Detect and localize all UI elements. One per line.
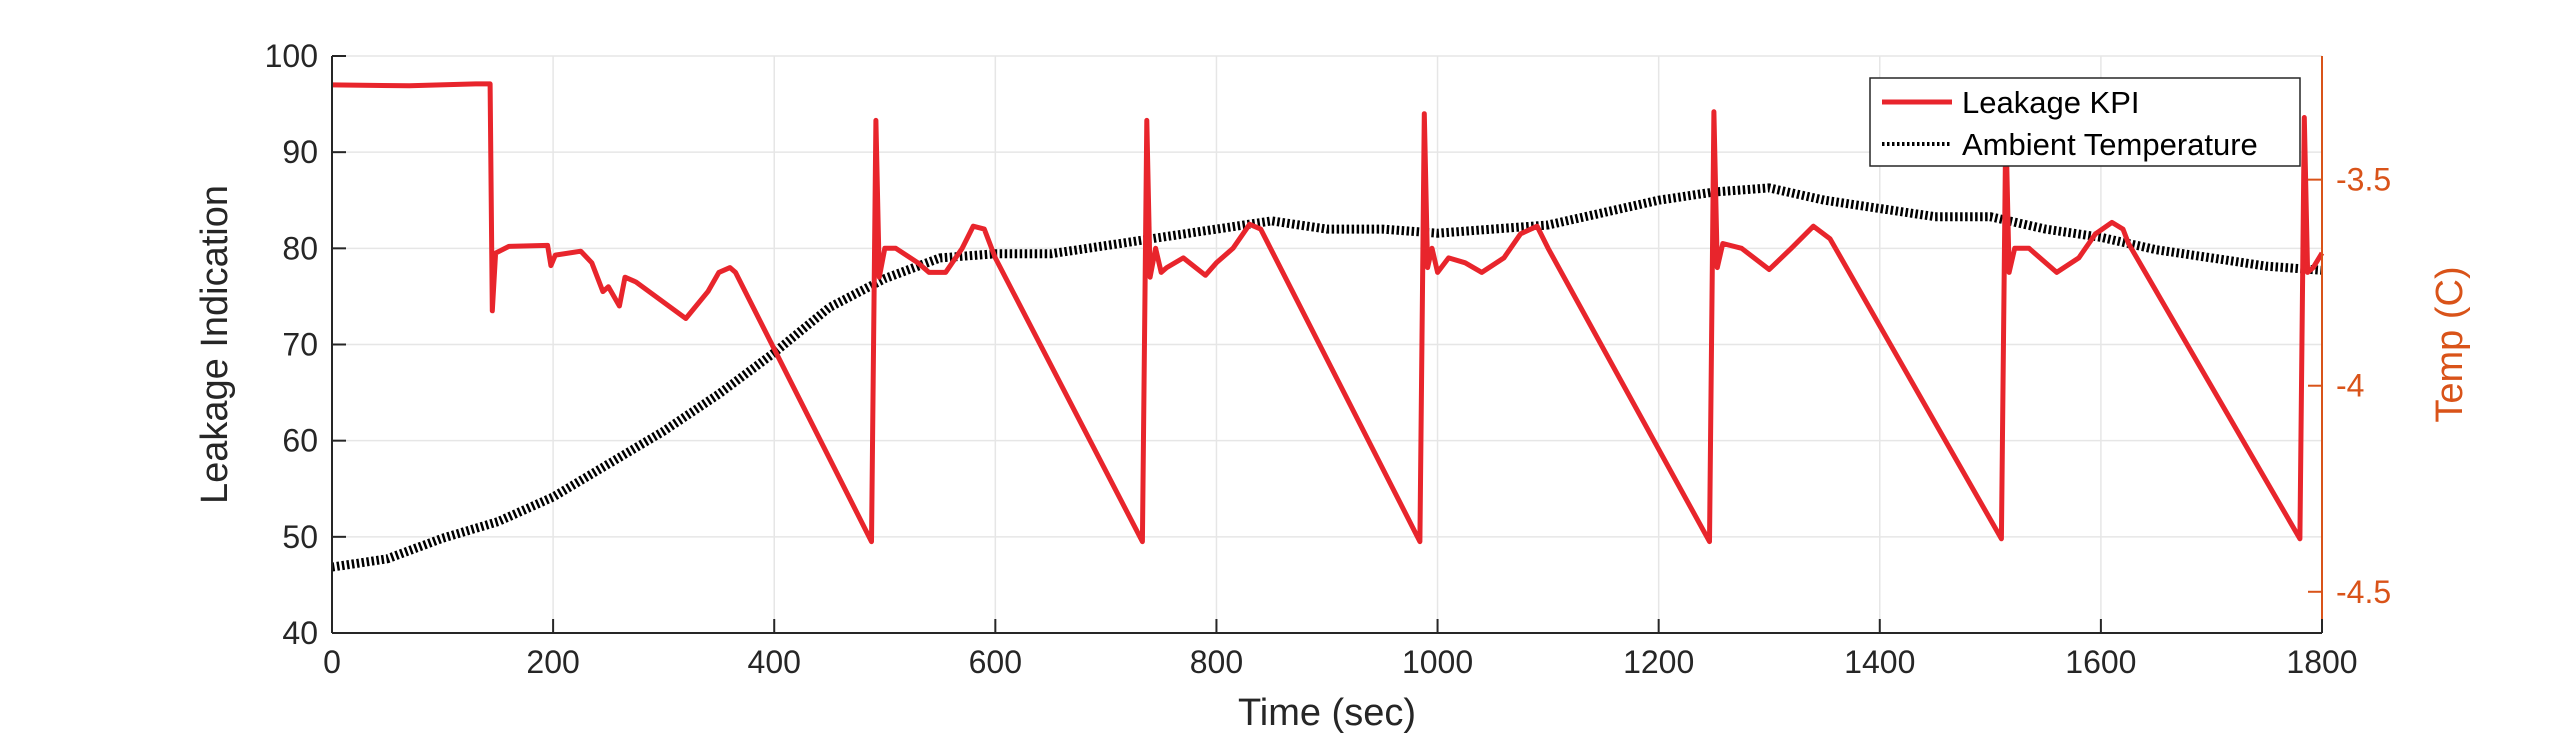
x-tick-label: 800 [1190, 644, 1243, 680]
x-tick-label: 400 [748, 644, 801, 680]
y-tick-label-left: 90 [282, 134, 318, 170]
legend-label-temperature: Ambient Temperature [1962, 127, 2258, 162]
y-tick-label-left: 50 [282, 519, 318, 555]
y-tick-label-left: 40 [282, 615, 318, 651]
legend-box [1869, 77, 2301, 167]
x-tick-label: 1800 [2286, 644, 2357, 680]
y-tick-label-right: -3.5 [2336, 162, 2391, 198]
x-tick-label: 1000 [1402, 644, 1473, 680]
x-tick-label: 200 [526, 644, 579, 680]
axes: 0 200 400 600 800 1000 1200 1400 1600 1800 40 50 60 7… [265, 38, 2392, 680]
x-tick-label: 1400 [1844, 644, 1915, 680]
x-tick-label: 0 [323, 644, 341, 680]
y-axis-title-left: Leakage Indication [194, 185, 236, 504]
y-tick-label-left: 80 [282, 230, 318, 266]
y-tick-label-left: 100 [265, 38, 318, 74]
legend: Leakage KPI Ambient Temperature [1869, 77, 2301, 167]
y-tick-label-right: -4 [2336, 368, 2364, 404]
y-tick-label-left: 60 [282, 423, 318, 459]
y-axis-title-right: Temp (C) [2429, 266, 2471, 422]
y-tick-label-left: 70 [282, 327, 318, 363]
series-line-ambient-temperature [331, 183, 2323, 572]
x-tick-label: 600 [969, 644, 1022, 680]
legend-label-leakage: Leakage KPI [1962, 85, 2140, 120]
x-tick-label: 1600 [2065, 644, 2136, 680]
x-tick-label: 1200 [1623, 644, 1694, 680]
y-tick-label-right: -4.5 [2336, 574, 2391, 610]
x-axis-title: Time (sec) [1238, 692, 1416, 734]
